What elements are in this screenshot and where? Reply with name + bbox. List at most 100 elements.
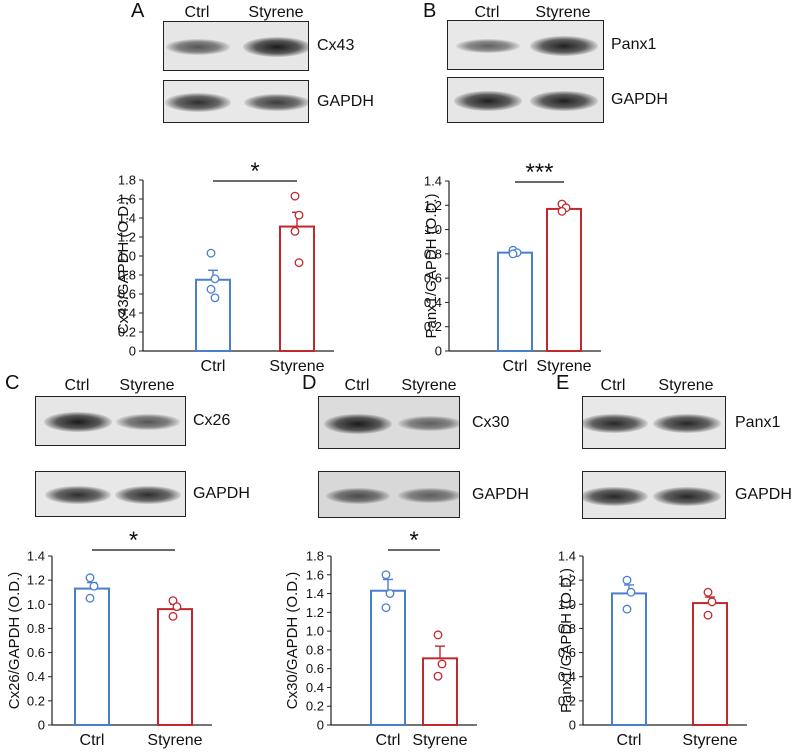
y-tick-label: 0.6 bbox=[27, 645, 45, 660]
y-tick-label: 1.0 bbox=[27, 597, 45, 612]
y-tick-label: 1.8 bbox=[118, 173, 136, 188]
panel-letter-c: C bbox=[5, 372, 20, 394]
data-point bbox=[206, 284, 216, 294]
y-tick-label: 1.2 bbox=[558, 573, 576, 588]
x-tick-label-styrene: Styrene bbox=[269, 358, 324, 375]
protein-band bbox=[243, 37, 308, 57]
x-tick-label-ctrl: Ctrl bbox=[376, 732, 401, 749]
data-point bbox=[433, 630, 443, 640]
data-point bbox=[433, 671, 443, 681]
protein-band bbox=[583, 414, 648, 433]
data-point bbox=[290, 226, 300, 236]
y-tick-label: 0 bbox=[569, 718, 576, 733]
data-point bbox=[381, 570, 391, 580]
data-point bbox=[622, 575, 632, 585]
blot-image-panx1 bbox=[582, 396, 726, 449]
lane-label-styrene: Styrene bbox=[248, 4, 304, 21]
lane-label-ctrl: Ctrl bbox=[64, 377, 90, 394]
lane-label-styrene: Styrene bbox=[401, 377, 457, 394]
panel-letter-b: B bbox=[423, 0, 437, 22]
y-tick-label: 0 bbox=[38, 718, 45, 733]
data-point bbox=[89, 581, 99, 591]
bar-ctrl bbox=[370, 589, 406, 726]
blot-image-gapdh bbox=[582, 471, 726, 519]
y-tick-label: 0.8 bbox=[306, 642, 324, 657]
lane-label-ctrl: Ctrl bbox=[600, 377, 626, 394]
y-tick-label: 0.4 bbox=[558, 669, 576, 684]
data-point bbox=[172, 602, 182, 612]
protein-band bbox=[114, 485, 182, 505]
protein-band bbox=[653, 486, 721, 506]
significance-marker: * bbox=[129, 527, 138, 554]
y-tick-label: 0.2 bbox=[558, 693, 576, 708]
panel-letter-d: D bbox=[302, 372, 317, 394]
lane-label-styrene: Styrene bbox=[119, 377, 175, 394]
data-point bbox=[210, 293, 220, 303]
protein-band bbox=[583, 486, 648, 506]
protein-band bbox=[165, 39, 231, 55]
y-tick-label: 1.6 bbox=[118, 192, 136, 207]
data-point bbox=[168, 611, 178, 621]
protein-band bbox=[653, 414, 721, 433]
protein-band bbox=[324, 413, 392, 434]
blot-protein-label: Cx30 bbox=[472, 413, 510, 431]
blot-protein-label: GAPDH bbox=[317, 92, 374, 110]
y-tick-label: 0 bbox=[129, 344, 136, 359]
x-tick-label-styrene: Styrene bbox=[147, 732, 202, 749]
bar-ctrl bbox=[611, 592, 647, 727]
y-tick-label: 0.8 bbox=[424, 246, 442, 261]
blot-protein-label: Panx1 bbox=[735, 413, 781, 431]
protein-band bbox=[530, 91, 598, 111]
data-point bbox=[437, 659, 447, 669]
y-tick-label: 0.4 bbox=[27, 669, 45, 684]
x-tick-label-ctrl: Ctrl bbox=[80, 732, 105, 749]
significance-marker: * bbox=[409, 527, 418, 554]
bar-styrene bbox=[422, 657, 458, 726]
y-tick-label: 0.6 bbox=[558, 645, 576, 660]
bar-styrene bbox=[692, 602, 728, 726]
y-axis-label: Panx1/GAPDH (O.D.) bbox=[423, 193, 440, 338]
significance-marker: *** bbox=[525, 159, 553, 186]
blot-image-cx30 bbox=[318, 396, 460, 449]
data-point bbox=[622, 604, 632, 614]
y-axis-label: Cx26/GAPDH (O.D.) bbox=[6, 572, 23, 710]
protein-band bbox=[530, 36, 598, 56]
y-tick-label: 0.2 bbox=[118, 325, 136, 340]
y-tick-label: 0.4 bbox=[306, 680, 324, 695]
y-tick-label: 1.0 bbox=[558, 597, 576, 612]
bar-ctrl bbox=[74, 587, 110, 726]
data-point bbox=[703, 610, 713, 620]
y-tick-label: 1.6 bbox=[306, 567, 324, 582]
data-point bbox=[707, 597, 717, 607]
protein-band bbox=[44, 412, 112, 432]
y-tick-label: 0.2 bbox=[27, 693, 45, 708]
data-point bbox=[290, 191, 300, 201]
y-tick-label: 1.2 bbox=[424, 198, 442, 213]
blot-protein-label: Cx26 bbox=[193, 412, 231, 429]
y-tick-label: 0.6 bbox=[118, 287, 136, 302]
protein-band bbox=[164, 93, 232, 112]
panel-letter-a: A bbox=[131, 0, 145, 22]
lane-label-ctrl: Ctrl bbox=[184, 4, 210, 21]
protein-band bbox=[325, 487, 391, 504]
blot-protein-label: GAPDH bbox=[735, 486, 792, 503]
protein-band bbox=[398, 416, 459, 431]
x-tick-label-ctrl: Ctrl bbox=[503, 358, 528, 375]
blot-image-panx1 bbox=[447, 20, 604, 70]
data-point bbox=[385, 589, 395, 599]
y-tick-label: 0.4 bbox=[424, 295, 442, 310]
blot-image-gapdh bbox=[318, 471, 460, 518]
y-tick-label: 1.0 bbox=[306, 624, 324, 639]
y-axis-label: Panx1/GAPDH (O.D.) bbox=[558, 568, 575, 713]
protein-band bbox=[244, 93, 308, 112]
lane-label-styrene: Styrene bbox=[658, 377, 714, 394]
protein-band bbox=[454, 91, 522, 111]
y-tick-label: 1.4 bbox=[118, 211, 136, 226]
y-tick-label: 1.4 bbox=[424, 174, 442, 189]
blot-image-gapdh bbox=[447, 77, 604, 123]
data-point bbox=[381, 603, 391, 613]
y-tick-label: 0.2 bbox=[424, 319, 442, 334]
lane-label-ctrl: Ctrl bbox=[344, 377, 370, 394]
lane-label-ctrl: Ctrl bbox=[474, 4, 500, 21]
